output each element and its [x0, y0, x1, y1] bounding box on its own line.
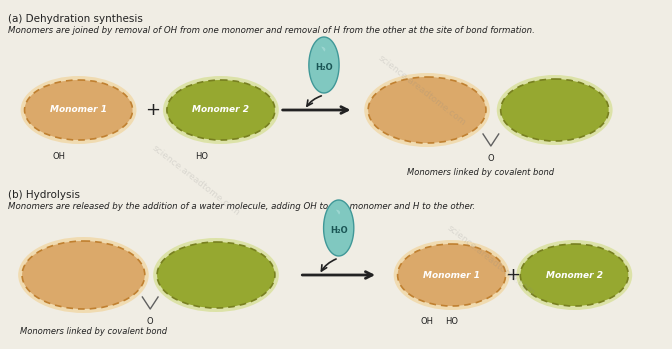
Text: H₂O: H₂O	[315, 63, 333, 72]
Ellipse shape	[21, 76, 136, 144]
Polygon shape	[309, 37, 339, 93]
Text: O: O	[488, 154, 494, 163]
Ellipse shape	[364, 73, 490, 147]
Text: Monomer 1: Monomer 1	[423, 270, 480, 280]
Ellipse shape	[501, 79, 609, 141]
Polygon shape	[324, 200, 354, 256]
Text: +: +	[144, 101, 160, 119]
Ellipse shape	[394, 240, 509, 310]
Text: Monomer 2: Monomer 2	[192, 105, 249, 114]
Text: O: O	[147, 317, 153, 326]
Text: science.areadtome.com: science.areadtome.com	[151, 143, 242, 217]
Text: +: +	[505, 266, 520, 284]
Ellipse shape	[18, 237, 149, 313]
Ellipse shape	[368, 77, 486, 143]
Text: Monomers linked by covalent bond: Monomers linked by covalent bond	[19, 327, 167, 336]
Text: H₂O: H₂O	[330, 226, 347, 235]
Text: Monomer 2: Monomer 2	[546, 270, 603, 280]
Text: Monomers are joined by removal of OH from one monomer and removal of H from the : Monomers are joined by removal of OH fro…	[8, 26, 535, 35]
Ellipse shape	[398, 244, 505, 306]
Polygon shape	[336, 210, 340, 215]
Ellipse shape	[163, 76, 279, 144]
Ellipse shape	[520, 244, 628, 306]
Ellipse shape	[153, 238, 279, 312]
Text: OH: OH	[52, 152, 65, 161]
Ellipse shape	[497, 75, 613, 145]
Text: Monomers linked by covalent bond: Monomers linked by covalent bond	[407, 168, 554, 177]
Ellipse shape	[157, 242, 275, 308]
Text: HO: HO	[445, 317, 458, 326]
Text: (b) Hydrolysis: (b) Hydrolysis	[8, 190, 80, 200]
Text: science.areadtome.com: science.areadtome.com	[446, 223, 536, 297]
Ellipse shape	[167, 80, 275, 140]
Ellipse shape	[25, 80, 132, 140]
Text: Monomer 1: Monomer 1	[50, 105, 107, 114]
Ellipse shape	[516, 240, 632, 310]
Ellipse shape	[22, 241, 144, 309]
Text: HO: HO	[195, 152, 208, 161]
Text: OH: OH	[421, 317, 433, 326]
Text: (a) Dehydration synthesis: (a) Dehydration synthesis	[8, 14, 142, 24]
Polygon shape	[321, 47, 325, 52]
Text: Monomers are released by the addition of a water molecule, adding OH to one mono: Monomers are released by the addition of…	[8, 202, 475, 211]
Text: science.areadtome.com: science.areadtome.com	[376, 53, 468, 127]
